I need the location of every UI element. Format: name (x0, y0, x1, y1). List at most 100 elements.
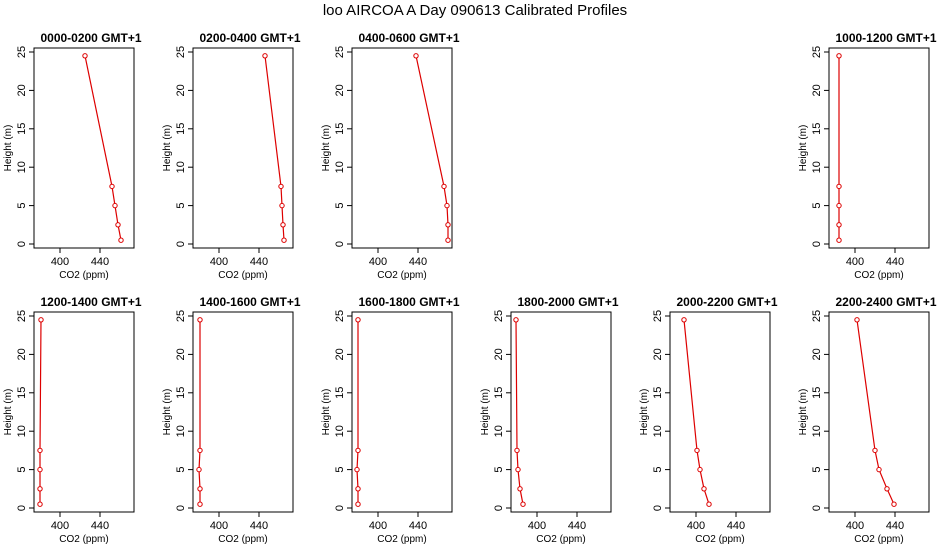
profile-point (262, 53, 268, 59)
profile-panel: 1000-1200 GMT+1 0 5 10 15 20 25 400 440 CO2 (ppm)… (798, 31, 937, 281)
x-tick-label: 400 (369, 256, 387, 268)
y-tick-label: 0 (16, 505, 28, 511)
profile-point (112, 202, 118, 209)
x-axis-label: CO2 (ppm) (536, 534, 585, 545)
plot-frame (192, 47, 294, 249)
y-tick-label: 0 (811, 241, 823, 247)
x-tick-label: 440 (91, 520, 109, 532)
profile-point (697, 466, 703, 473)
profile-point (445, 222, 451, 228)
y-tick-label: 0 (175, 505, 187, 511)
plot-frame (351, 311, 453, 513)
profile-point (444, 202, 450, 209)
y-tick-label: 15 (175, 123, 187, 135)
y-tick-label: 0 (16, 241, 28, 247)
plot-frame (351, 47, 453, 249)
y-axis-label: Height (m) (162, 389, 173, 436)
profile-point (441, 183, 447, 190)
profile-point (281, 237, 287, 243)
profile-point (278, 183, 284, 190)
x-axis-label: CO2 (ppm) (218, 270, 267, 281)
y-tick-label: 10 (811, 425, 823, 437)
profile-point (515, 466, 521, 473)
y-tick-label: 15 (652, 387, 664, 399)
y-tick-label: 20 (334, 348, 346, 360)
profile-point (681, 317, 687, 323)
profile-point (445, 237, 451, 243)
y-axis-label: Height (m) (480, 389, 491, 436)
y-tick-label: 10 (652, 425, 664, 437)
y-tick-label: 10 (811, 161, 823, 173)
y-tick-label: 25 (811, 46, 823, 58)
profile-panel: 0400-0600 GMT+1 0 5 10 15 20 25 400 440 CO2 (ppm)… (321, 31, 460, 281)
x-tick-label: 400 (846, 256, 864, 268)
x-tick-label: 400 (51, 520, 69, 532)
panel-title: 1800-2000 GMT+1 (517, 295, 618, 309)
profile-point (279, 202, 285, 209)
x-tick-label: 440 (727, 520, 745, 532)
profile-point (38, 317, 44, 323)
x-tick-label: 440 (409, 256, 427, 268)
x-tick-label: 400 (369, 520, 387, 532)
x-axis-label: CO2 (ppm) (218, 534, 267, 545)
y-tick-label: 0 (334, 505, 346, 511)
profile-point (197, 317, 203, 323)
profile-line (84, 55, 122, 241)
y-axis-label: Height (m) (798, 125, 809, 172)
x-axis-label: CO2 (ppm) (59, 270, 108, 281)
profile-panel: 0000-0200 GMT+1 0 5 10 15 20 25 400 440 CO2 (ppm)… (3, 31, 142, 281)
plot-frame (669, 311, 771, 513)
x-axis-label: CO2 (ppm) (377, 270, 426, 281)
profile-point (37, 501, 43, 507)
profile-point (694, 447, 700, 454)
y-tick-label: 20 (652, 348, 664, 360)
x-tick-label: 400 (846, 520, 864, 532)
y-tick-label: 20 (175, 348, 187, 360)
profile-point (701, 486, 707, 492)
y-tick-label: 15 (334, 123, 346, 135)
profile-panel: 1400-1600 GMT+1 0 5 10 15 20 25 400 440 CO2 (ppm)… (162, 295, 301, 545)
y-tick-label: 5 (334, 203, 346, 209)
plot-frame (33, 311, 135, 513)
x-axis-label: CO2 (ppm) (377, 534, 426, 545)
y-tick-label: 15 (493, 387, 505, 399)
profile-point (355, 486, 361, 492)
profile-point (413, 53, 419, 59)
profile-point (197, 501, 203, 507)
x-tick-label: 400 (528, 520, 546, 532)
profile-point (355, 317, 361, 323)
y-axis-label: Height (m) (162, 125, 173, 172)
y-tick-label: 25 (334, 310, 346, 322)
y-tick-label: 15 (811, 123, 823, 135)
profile-point (355, 447, 361, 454)
profile-point (37, 486, 43, 492)
y-tick-label: 0 (175, 241, 187, 247)
y-tick-label: 5 (175, 467, 187, 473)
y-tick-label: 20 (175, 84, 187, 96)
profile-point (520, 501, 526, 507)
y-tick-label: 0 (493, 505, 505, 511)
y-tick-label: 25 (16, 46, 28, 58)
panel-title: 0400-0600 GMT+1 (358, 31, 459, 45)
profile-line (856, 319, 895, 505)
profile-point (197, 486, 203, 492)
profile-line (264, 55, 285, 241)
panel-title: 1600-1800 GMT+1 (358, 295, 459, 309)
y-tick-label: 5 (175, 203, 187, 209)
plot-frame (828, 47, 930, 249)
y-tick-label: 10 (493, 425, 505, 437)
x-tick-label: 440 (409, 520, 427, 532)
profile-point (115, 222, 121, 228)
y-axis-label: Height (m) (321, 125, 332, 172)
y-axis-label: Height (m) (798, 389, 809, 436)
profile-point (513, 317, 519, 323)
profile-line (415, 55, 449, 241)
y-tick-label: 20 (493, 348, 505, 360)
profile-line (39, 319, 42, 505)
profile-point (355, 501, 361, 507)
y-tick-label: 5 (811, 203, 823, 209)
profile-point (118, 237, 124, 243)
y-axis-label: Height (m) (639, 389, 650, 436)
y-tick-label: 0 (334, 241, 346, 247)
